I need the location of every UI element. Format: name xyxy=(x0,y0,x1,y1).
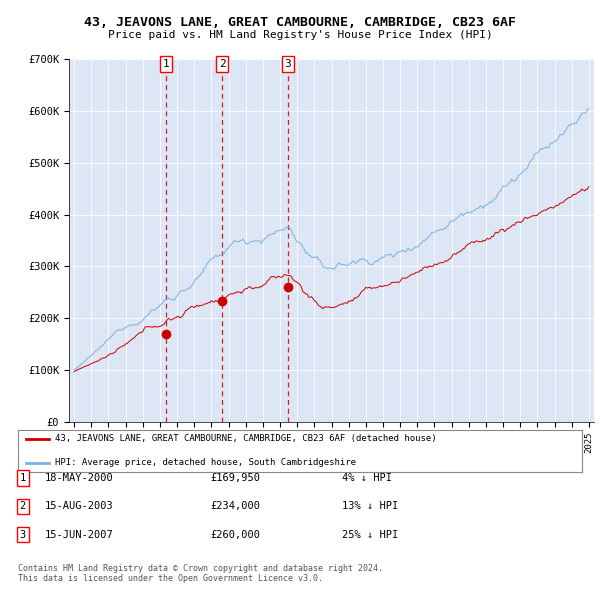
Text: 2: 2 xyxy=(20,502,26,511)
Text: £260,000: £260,000 xyxy=(210,530,260,539)
Text: 4% ↓ HPI: 4% ↓ HPI xyxy=(342,473,392,483)
Text: Price paid vs. HM Land Registry's House Price Index (HPI): Price paid vs. HM Land Registry's House … xyxy=(107,30,493,40)
Text: 1: 1 xyxy=(20,473,26,483)
Text: 43, JEAVONS LANE, GREAT CAMBOURNE, CAMBRIDGE, CB23 6AF (detached house): 43, JEAVONS LANE, GREAT CAMBOURNE, CAMBR… xyxy=(55,434,436,443)
Text: 2: 2 xyxy=(218,59,226,69)
Text: 13% ↓ HPI: 13% ↓ HPI xyxy=(342,502,398,511)
Text: 15-AUG-2003: 15-AUG-2003 xyxy=(45,502,114,511)
Text: 3: 3 xyxy=(20,530,26,539)
Text: £169,950: £169,950 xyxy=(210,473,260,483)
Text: £234,000: £234,000 xyxy=(210,502,260,511)
Text: 18-MAY-2000: 18-MAY-2000 xyxy=(45,473,114,483)
Text: Contains HM Land Registry data © Crown copyright and database right 2024.
This d: Contains HM Land Registry data © Crown c… xyxy=(18,563,383,583)
Text: 1: 1 xyxy=(163,59,170,69)
Text: 25% ↓ HPI: 25% ↓ HPI xyxy=(342,530,398,539)
Text: 43, JEAVONS LANE, GREAT CAMBOURNE, CAMBRIDGE, CB23 6AF: 43, JEAVONS LANE, GREAT CAMBOURNE, CAMBR… xyxy=(84,16,516,29)
Text: 3: 3 xyxy=(284,59,291,69)
Text: HPI: Average price, detached house, South Cambridgeshire: HPI: Average price, detached house, Sout… xyxy=(55,458,356,467)
Text: 15-JUN-2007: 15-JUN-2007 xyxy=(45,530,114,539)
